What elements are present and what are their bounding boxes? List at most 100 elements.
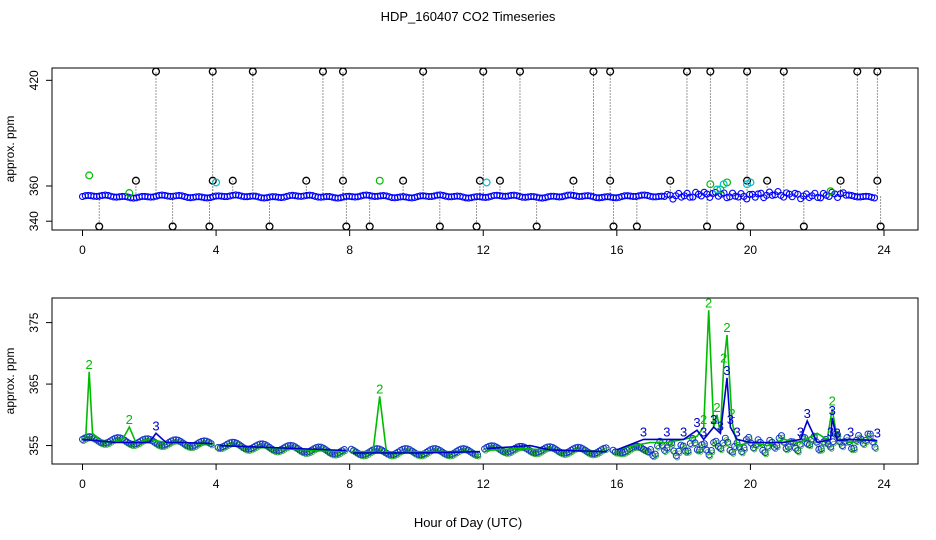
outlier-high-3 xyxy=(318,67,328,76)
baseline-point xyxy=(768,191,776,199)
outlier-high-1 xyxy=(208,67,217,76)
cyan-point-2 xyxy=(713,185,722,194)
y-tick-label-2-1: 365 xyxy=(27,374,41,394)
flag2-point-2 xyxy=(375,176,384,185)
series-3-label-19: 3 xyxy=(640,424,647,439)
series-ring-point-green xyxy=(475,453,482,460)
series-3-label-24: 3 xyxy=(710,412,717,427)
series-3-label-28: 3 xyxy=(733,424,740,439)
x-tick-label-1-3: 12 xyxy=(477,243,491,257)
baseline-point xyxy=(731,192,739,200)
outlier-low-13 xyxy=(799,222,808,231)
x-tick-label-2-1: 4 xyxy=(213,477,220,491)
outlier-mid-7 xyxy=(495,176,504,185)
series-ring-point-green xyxy=(775,444,781,451)
x-tick-label-1-6: 24 xyxy=(877,243,891,257)
plot-frame-2 xyxy=(51,297,919,465)
series-ring-point-green xyxy=(725,441,732,447)
series-2-label-40: 2 xyxy=(710,412,717,427)
outlier-high-9 xyxy=(606,67,615,76)
series-ring-point-green xyxy=(828,446,835,452)
cyan-point-1 xyxy=(482,178,491,187)
outlier-low-14 xyxy=(876,222,885,231)
series-3-label-37: 3 xyxy=(834,426,841,441)
series-ring-point-green xyxy=(709,449,716,456)
series-3-label-23: 3 xyxy=(700,424,707,439)
y-tick-label-1-0: 340 xyxy=(27,211,41,231)
y-axis-label-1: approx. ppm xyxy=(3,116,17,183)
outlier-low-1 xyxy=(168,222,177,231)
plot-frame-1 xyxy=(51,67,919,231)
series-ring-point-green xyxy=(604,446,610,453)
series-ring-point-green xyxy=(866,433,872,439)
series-ring-point-green xyxy=(798,443,804,449)
outlier-high-10 xyxy=(682,67,692,76)
baseline-point xyxy=(754,190,762,198)
baseline-point xyxy=(870,194,879,202)
series-ring-point-green xyxy=(723,437,730,443)
series-ring-point-green xyxy=(803,436,809,443)
outlier-mid-2 xyxy=(228,176,237,185)
outlier-low-11 xyxy=(702,222,712,231)
outlier-low-9 xyxy=(609,222,618,231)
outlier-high-8 xyxy=(589,67,598,76)
series-3-label-27: 3 xyxy=(727,412,734,427)
series-ring-point-green xyxy=(473,453,480,459)
outlier-low-6 xyxy=(435,222,444,231)
series-3-label-35: 3 xyxy=(827,424,834,439)
outlier-mid-4 xyxy=(338,176,348,185)
flag2-point-3 xyxy=(706,180,715,189)
outlier-low-5 xyxy=(365,222,374,231)
outlier-high-13 xyxy=(779,67,788,76)
outlier-mid-5 xyxy=(399,176,408,185)
series-ring-point-green xyxy=(786,446,793,452)
series-3-label-39: 3 xyxy=(874,426,881,441)
y-axis-label-2: approx. ppm xyxy=(3,348,17,415)
outlier-mid-0 xyxy=(131,176,140,185)
series-ring-point-green xyxy=(653,453,660,459)
series-3-label-21: 3 xyxy=(680,424,687,439)
x-tick-label-1-0: 0 xyxy=(79,243,86,257)
series-2-label-44: 2 xyxy=(723,320,730,335)
baseline-point xyxy=(814,193,822,202)
x-axis-label: Hour of Day (UTC) xyxy=(413,515,523,530)
cyan-point-0 xyxy=(212,178,221,187)
outlier-high-4 xyxy=(338,67,348,76)
series-2-label-43: 2 xyxy=(720,351,727,366)
outlier-high-12 xyxy=(743,67,752,76)
series-ring-point-green xyxy=(840,444,847,451)
series-3-label-4: 3 xyxy=(152,418,159,433)
series-ring-point-green xyxy=(730,451,737,457)
cyan-point-3 xyxy=(719,180,728,189)
x-tick-label-2-2: 8 xyxy=(346,477,353,491)
outlier-high-7 xyxy=(515,67,525,76)
series-3-line xyxy=(82,377,878,454)
outlier-low-7 xyxy=(472,222,481,231)
x-tick-label-2-3: 12 xyxy=(477,477,491,491)
outlier-mid-10 xyxy=(666,176,675,185)
baseline-point xyxy=(663,190,671,198)
series-ring-point-green xyxy=(718,447,725,454)
series-ring-point-green xyxy=(796,449,802,456)
outlier-low-12 xyxy=(736,222,745,231)
series-3-label-32: 3 xyxy=(797,424,804,439)
series-2-label-2: 2 xyxy=(86,357,93,372)
series-ring-point-green xyxy=(873,446,879,452)
x-tick-label-1-2: 8 xyxy=(346,243,353,257)
chart-title: HDP_160407 CO2 Timeseries xyxy=(380,9,556,24)
series-2-label-21: 2 xyxy=(376,381,383,396)
outlier-low-8 xyxy=(532,222,541,231)
series-ring-point-green xyxy=(665,447,671,453)
series-ring-point-green xyxy=(849,447,856,454)
x-tick-label-1-4: 16 xyxy=(610,243,624,257)
flag2-point-6 xyxy=(826,187,835,196)
series-3-label-38: 3 xyxy=(847,424,854,439)
series-2-line xyxy=(81,310,878,454)
series-3-label-36: 3 xyxy=(829,403,836,418)
series-ring-point-green xyxy=(683,450,690,456)
x-tick-label-1-1: 4 xyxy=(213,243,220,257)
baseline-point xyxy=(868,193,876,201)
series-ring-point-green xyxy=(812,435,819,441)
series-ring-point-green xyxy=(868,433,875,439)
